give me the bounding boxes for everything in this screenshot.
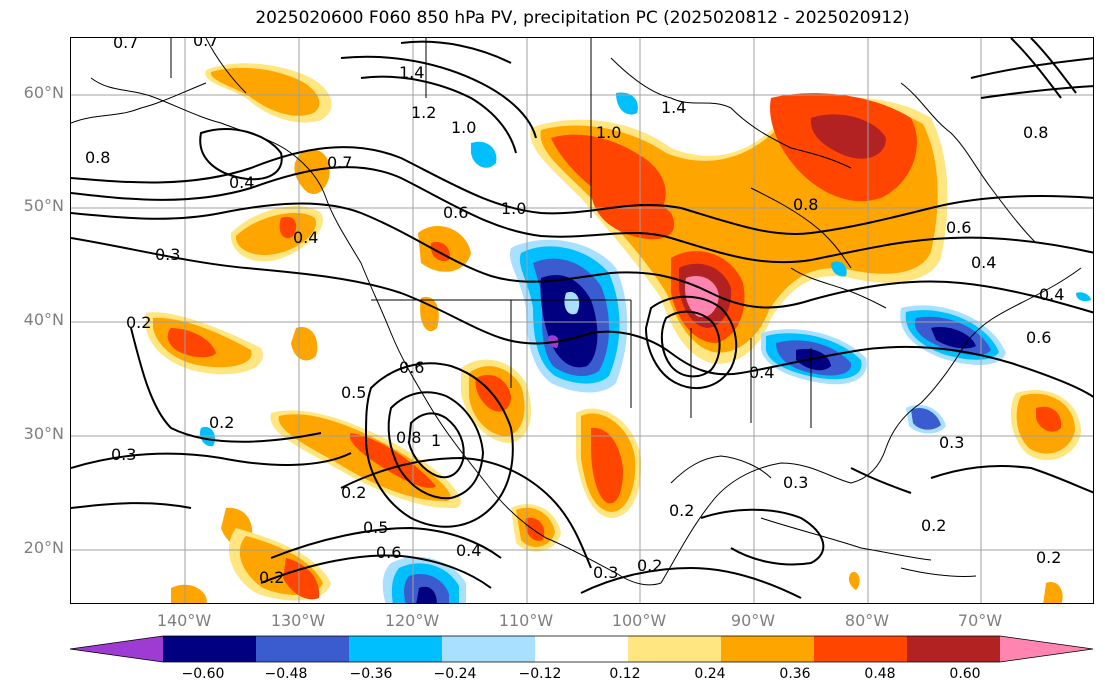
contour-label: 0.2 [1036,548,1061,567]
contour-label: 0.4 [971,253,996,272]
lon-label-120w: 120°W [384,611,440,630]
colorbar-outline [69,635,1094,663]
colorbar-segment [628,636,722,662]
contour-label: 0.6 [1026,328,1051,347]
contour-label: 0.5 [341,383,366,402]
contour-label: 0.3 [783,473,808,492]
contour-label: 0.4 [1039,285,1064,304]
contour-label: 0.6 [399,358,424,377]
contour-label: 0.6 [376,543,401,562]
lat-label-50: 50°N [23,196,64,215]
colorbar-tick: −0.48 [264,666,308,682]
contour-label: 0.8 [1023,123,1048,142]
lon-label-130w: 130°W [270,611,326,630]
contour-label: 0.4 [456,541,481,560]
contour-label: 1.4 [661,98,686,117]
lat-label-30: 30°N [23,424,64,443]
contour-label: 0.4 [229,173,254,192]
contour-label: 0.4 [293,228,318,247]
map-canvas: 0.7 0.7 1.4 1.2 1.0 1.4 0.8 0.4 0.7 0.4 … [71,38,1093,603]
colorbar-segment [907,636,1001,662]
colorbar-tick: −0.36 [349,666,393,682]
colorbar-tick: −0.12 [518,666,562,682]
contour-label: 0.2 [669,501,694,520]
lon-label-70w: 70°W [957,611,1003,630]
contour-label: 0.8 [793,195,818,214]
colorbar-segment [349,636,443,662]
lon-label-80w: 80°W [844,611,890,630]
colorbar-segment [721,636,815,662]
contour-label: 0.8 [396,428,421,447]
colorbar-tick: 0.24 [694,666,726,682]
colorbar-tick: 0.60 [949,666,981,682]
colorbar-tick: 0.12 [609,666,641,682]
contour-label: 0.5 [363,518,388,537]
contour-label: 1 [431,431,441,450]
colorbar-tick: −0.24 [433,666,477,682]
colorbar [69,635,1094,663]
lat-label-60: 60°N [23,83,64,102]
contour-label: 1.0 [501,199,526,218]
contour-label: 0.7 [327,153,352,172]
map-title: 2025020600 F060 850 hPa PV, precipitatio… [255,8,910,28]
contour-label: 0.2 [637,556,662,575]
lon-label-110w: 110°W [498,611,554,630]
colorbar-segment [814,636,908,662]
contour-label: 1.0 [596,123,621,142]
lon-label-100w: 100°W [611,611,667,630]
contour-label: 0.7 [113,38,138,52]
colorbar-tick: −0.60 [181,666,225,682]
lon-label-140w: 140°W [156,611,212,630]
lat-label-40: 40°N [23,310,64,329]
contour-label: 0.6 [946,218,971,237]
contour-label: 0.4 [749,363,774,382]
colorbar-segment [256,636,350,662]
contour-label: 0.8 [85,148,110,167]
pv-contours [71,38,1093,599]
colorbar-segment [535,636,629,662]
contour-label: 0.3 [155,245,180,264]
colorbar-segment [70,636,163,662]
lon-label-90w: 90°W [730,611,776,630]
lat-label-20: 20°N [23,538,64,557]
colorbar-tick: 0.36 [779,666,811,682]
contour-label: 0.7 [193,38,218,50]
colorbar-segment [442,636,536,662]
contour-label: 1.4 [399,63,424,82]
contour-label: 0.2 [259,568,284,587]
contour-label: 0.3 [111,445,136,464]
contour-label: 0.2 [126,313,151,332]
contour-label: 1.0 [451,118,476,137]
contour-label: 0.3 [593,563,618,582]
colorbar-segment [163,636,257,662]
contour-label: 0.2 [341,483,366,502]
contour-label: 0.3 [939,433,964,452]
contour-label: 1.2 [411,103,436,122]
contour-label-group: 0.7 0.7 1.4 1.2 1.0 1.4 0.8 0.4 0.7 0.4 … [85,38,1064,587]
map-panel: 0.7 0.7 1.4 1.2 1.0 1.4 0.8 0.4 0.7 0.4 … [70,37,1094,604]
precip-shading [146,63,1091,603]
contour-label: 0.6 [443,203,468,222]
contour-label: 0.2 [921,516,946,535]
colorbar-segment [1000,636,1093,662]
colorbar-tick: 0.48 [864,666,896,682]
coastlines [71,38,1082,586]
contour-label: 0.2 [209,413,234,432]
